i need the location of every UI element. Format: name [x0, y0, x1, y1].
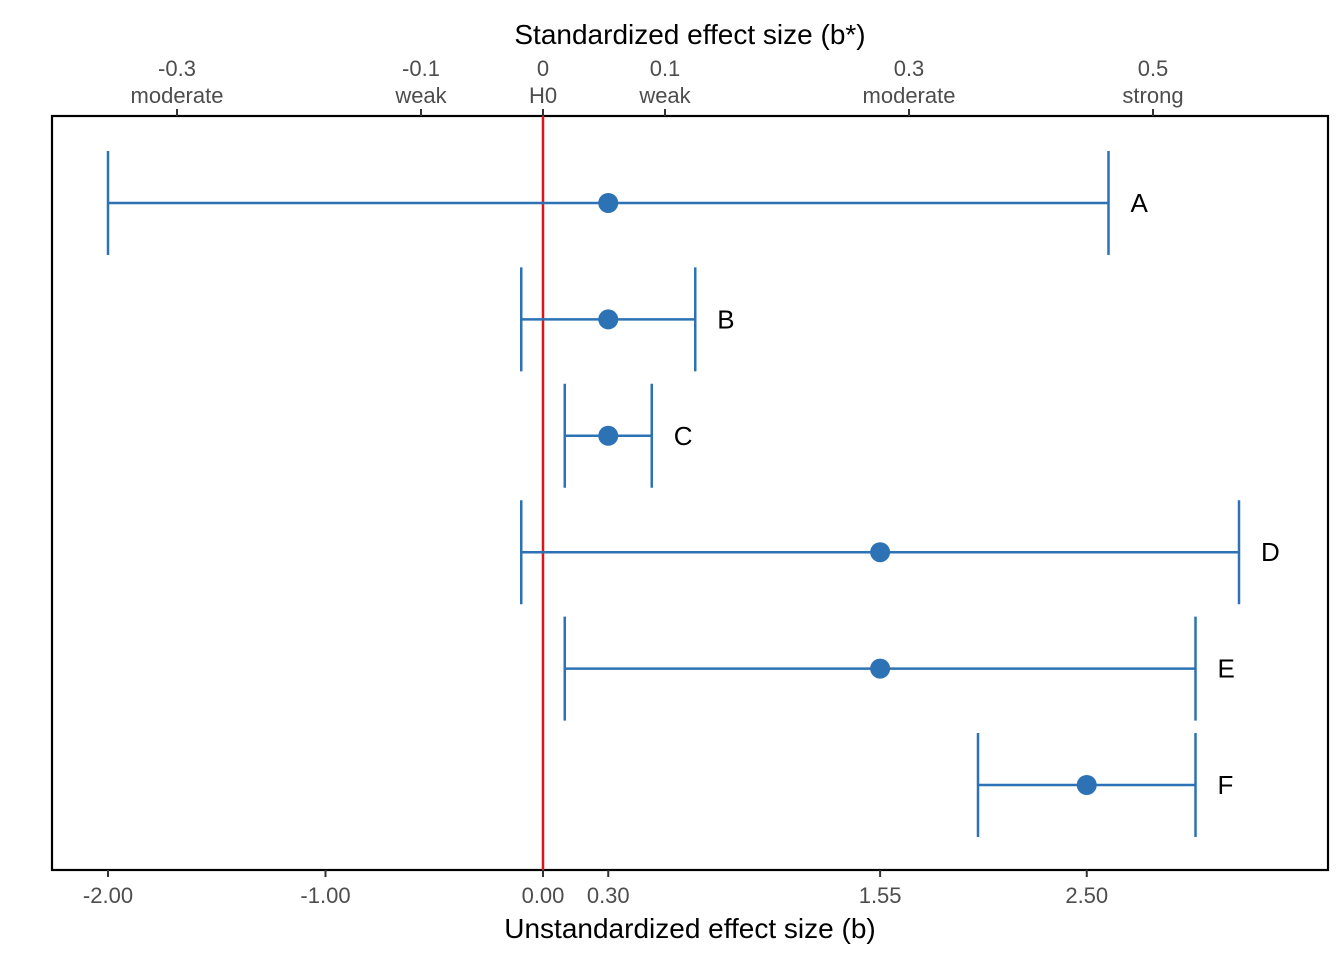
row-C: C: [563, 383, 693, 488]
x-tick-label: 0.30: [587, 883, 630, 908]
row-A: A: [106, 151, 1149, 255]
x-tick-label: -2.00: [83, 883, 133, 908]
row-label: B: [717, 304, 734, 334]
row-B: B: [520, 267, 735, 372]
estimate-point: [598, 193, 619, 213]
estimate-point: [870, 542, 891, 563]
row-D: D: [520, 500, 1280, 605]
x2-tick-sublabel: H0: [529, 83, 557, 108]
row-label: C: [674, 421, 693, 451]
estimate-point: [1076, 775, 1097, 795]
x-tick-label: 1.55: [859, 883, 902, 908]
x2-tick-label: -0.1: [402, 56, 440, 81]
x2-tick-sublabel: weak: [394, 83, 447, 108]
bottom-axis: -2.00 -1.00 0.00 0.30 1.55 2.50: [83, 870, 1108, 908]
row-label: F: [1218, 770, 1234, 800]
row-label: D: [1261, 537, 1280, 567]
x2-tick-sublabel: weak: [638, 83, 691, 108]
x-tick-label: 2.50: [1065, 883, 1108, 908]
x2-tick-sublabel: moderate: [131, 83, 224, 108]
x2-tick-sublabel: strong: [1122, 83, 1183, 108]
x2-tick-sublabel: moderate: [863, 83, 956, 108]
row-F: F: [976, 733, 1234, 837]
x-axis-title: Unstandardized effect size (b): [504, 913, 875, 944]
row-label: A: [1131, 188, 1149, 218]
row-label: E: [1218, 654, 1235, 684]
estimate-point: [870, 658, 891, 679]
x2-tick-label: 0: [537, 56, 549, 81]
rows-group: A B C D E F: [106, 151, 1280, 837]
x2-tick-label: -0.3: [158, 56, 196, 81]
x2-tick-label: 0.1: [650, 56, 681, 81]
estimate-point: [598, 425, 619, 446]
x-tick-label: 0.00: [522, 883, 565, 908]
estimate-point: [598, 309, 619, 330]
x-tick-label: -1.00: [300, 883, 350, 908]
x2-tick-label: 0.3: [894, 56, 925, 81]
top-axis: -0.3moderate-0.1weak0H00.1weak0.3moderat…: [131, 56, 1184, 116]
plot-panel: [50, 114, 1330, 872]
row-E: E: [563, 616, 1235, 721]
x2-tick-label: 0.5: [1138, 56, 1169, 81]
x2-axis-title: Standardized effect size (b*): [514, 19, 865, 50]
